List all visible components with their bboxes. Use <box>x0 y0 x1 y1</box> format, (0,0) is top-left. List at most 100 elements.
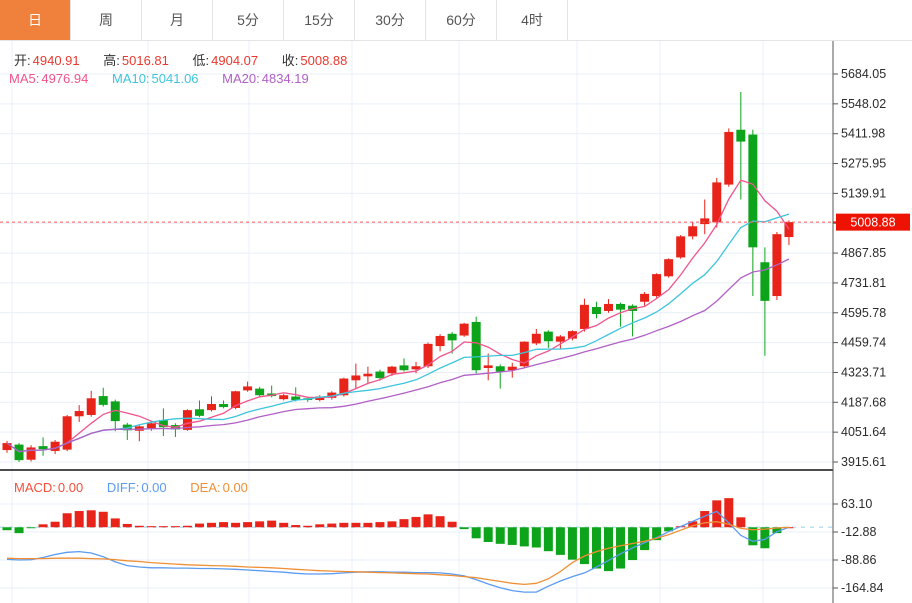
macd-hist-bar <box>255 521 265 528</box>
high-label: 高: <box>103 53 120 68</box>
price-axis-label: 5275.95 <box>841 157 886 171</box>
macd-axis-label: 63.10 <box>841 497 872 511</box>
macd-hist-bar <box>351 522 361 528</box>
tab-30min[interactable]: 30分 <box>355 0 426 40</box>
candle-body <box>38 446 48 450</box>
candle-body <box>483 365 493 369</box>
macd-readout: MACD: 0.00 DIFF: 0.00 DEA: 0.00 <box>14 480 250 495</box>
current-price-tag-label: 5008.88 <box>850 216 895 230</box>
macd-hist-bar <box>543 527 553 552</box>
candle-body <box>243 386 253 391</box>
candle-body <box>194 409 204 416</box>
macd-hist-bar <box>724 498 734 528</box>
candle-body <box>567 331 577 339</box>
diff-label: DIFF: <box>106 480 140 495</box>
tab-4hour[interactable]: 4时 <box>497 0 568 40</box>
tab-day[interactable]: 日 <box>0 0 71 40</box>
ohlc-readout: 开: 4940.91 高: 5016.81 低: 4904.07 收: 5008.88 <box>14 50 349 69</box>
candle-body <box>423 343 433 367</box>
price-axis-label: 5411.98 <box>841 127 885 141</box>
macd-hist-bar <box>531 527 541 548</box>
ma20-label: MA20: <box>222 71 260 86</box>
close-value: 5008.88 <box>300 53 348 68</box>
macd-hist-bar <box>98 511 108 528</box>
macd-hist-bar <box>579 527 589 565</box>
macd-hist-bar <box>339 522 349 528</box>
candle-body <box>207 403 217 411</box>
tab-month[interactable]: 月 <box>142 0 213 40</box>
candle-body <box>459 323 469 336</box>
candle-body <box>700 218 710 225</box>
candle-body <box>495 366 505 372</box>
macd-hist-bar <box>110 518 120 528</box>
candle-body <box>86 398 96 415</box>
ma10-line <box>6 213 790 453</box>
dea-line <box>6 521 789 586</box>
macd-hist-bar <box>616 527 626 569</box>
ma-readout: MA5: 4976.94 MA10: 5041.06 MA20: 4834.19 <box>9 71 311 86</box>
low-value: 4904.07 <box>211 53 259 68</box>
candle-body <box>471 321 481 371</box>
macd-hist-bar <box>567 527 577 560</box>
macd-hist-bar <box>411 516 421 528</box>
candle-body <box>411 366 421 370</box>
candle-body <box>640 293 650 302</box>
candle-body <box>688 226 698 237</box>
open-label: 开: <box>14 53 31 68</box>
macd-hist-bar <box>591 527 601 569</box>
candle-body <box>363 373 373 377</box>
candle-body <box>2 443 12 451</box>
current-price-tag <box>836 213 910 231</box>
macd-hist-bar <box>423 514 433 528</box>
macd-hist-bar <box>38 524 48 528</box>
macd-hist-bar <box>26 527 36 529</box>
macd-hist-bar <box>459 527 469 530</box>
ma10-label: MA10: <box>111 71 150 86</box>
macd-hist-bar <box>363 522 373 528</box>
candle-body <box>507 366 517 371</box>
macd-hist-bar <box>748 527 758 546</box>
macd-hist-bar <box>399 519 409 528</box>
tab-5min[interactable]: 5分 <box>213 0 284 40</box>
ma20-value: 4834.19 <box>261 71 309 86</box>
macd-hist-bar <box>2 527 12 531</box>
candle-body <box>339 378 349 396</box>
price-axis-label: 4459.74 <box>841 336 886 350</box>
macd-hist-bar <box>664 527 674 532</box>
price-axis-label: 5139.91 <box>841 186 886 200</box>
tab-60min[interactable]: 60分 <box>426 0 497 40</box>
macd-hist-bar <box>146 526 156 528</box>
macd-hist-bar <box>712 500 722 528</box>
macd-hist-bar <box>483 527 493 542</box>
macd-hist-bar <box>182 525 192 528</box>
candle-body <box>736 129 746 142</box>
candle-body <box>255 388 265 396</box>
candle-body <box>14 444 24 461</box>
candle-body <box>158 420 168 428</box>
macd-hist-bar <box>158 526 168 528</box>
candle-body <box>26 447 36 460</box>
candle-body <box>616 303 626 310</box>
price-axis-label: 4595.78 <box>841 306 886 320</box>
macd-hist-bar <box>327 523 337 528</box>
candle-body <box>327 392 337 398</box>
tab-15min[interactable]: 15分 <box>284 0 355 40</box>
macd-hist-bar <box>194 523 204 528</box>
candle-body <box>724 131 734 185</box>
macd-hist-bar <box>170 526 180 528</box>
candle-body <box>784 222 794 238</box>
price-axis-label: 4051.64 <box>841 425 886 439</box>
candle-body <box>351 375 361 381</box>
candle-body <box>543 331 553 342</box>
diff-value: 0.00 <box>141 480 167 495</box>
low-label: 低: <box>192 53 210 68</box>
candle-body <box>291 396 301 401</box>
diff-line <box>6 510 790 593</box>
candle-body <box>712 182 722 223</box>
tab-week[interactable]: 周 <box>71 0 142 40</box>
macd-hist-bar <box>760 527 770 549</box>
macd-hist-bar <box>652 527 662 541</box>
macd-hist-bar <box>435 516 445 528</box>
